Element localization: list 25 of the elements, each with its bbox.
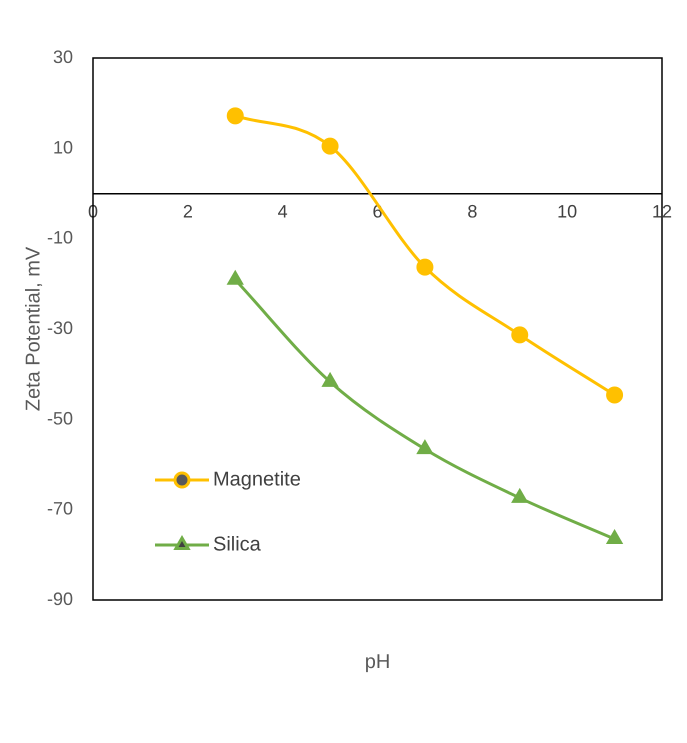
point <box>226 107 244 124</box>
point <box>417 440 432 454</box>
y-tick-label: -70 <box>46 498 73 519</box>
x-tick-label: 2 <box>182 201 193 222</box>
point <box>322 138 339 155</box>
y-tick-label: -90 <box>46 588 73 609</box>
point <box>512 489 528 503</box>
point <box>228 271 243 285</box>
point <box>606 386 624 404</box>
y-axis-title: Zeta Potential, mV <box>22 246 45 412</box>
y-tick-label: -10 <box>46 228 73 248</box>
x-axis-title: pH <box>364 651 390 673</box>
point <box>416 258 434 276</box>
x-tick-label: 10 <box>557 201 578 222</box>
point <box>607 530 622 544</box>
x-tick-label: 8 <box>467 201 478 222</box>
y-tick-label: -50 <box>46 408 73 428</box>
x-tick-label: 4 <box>278 201 288 222</box>
point <box>322 373 338 387</box>
y-tick-label: -30 <box>46 318 73 338</box>
point <box>511 326 528 344</box>
y-tick-label: 10 <box>52 137 73 158</box>
legend-label: Silica <box>213 534 262 556</box>
y-tick-label: 30 <box>52 46 73 67</box>
legend-label: Magnetite <box>213 468 301 491</box>
